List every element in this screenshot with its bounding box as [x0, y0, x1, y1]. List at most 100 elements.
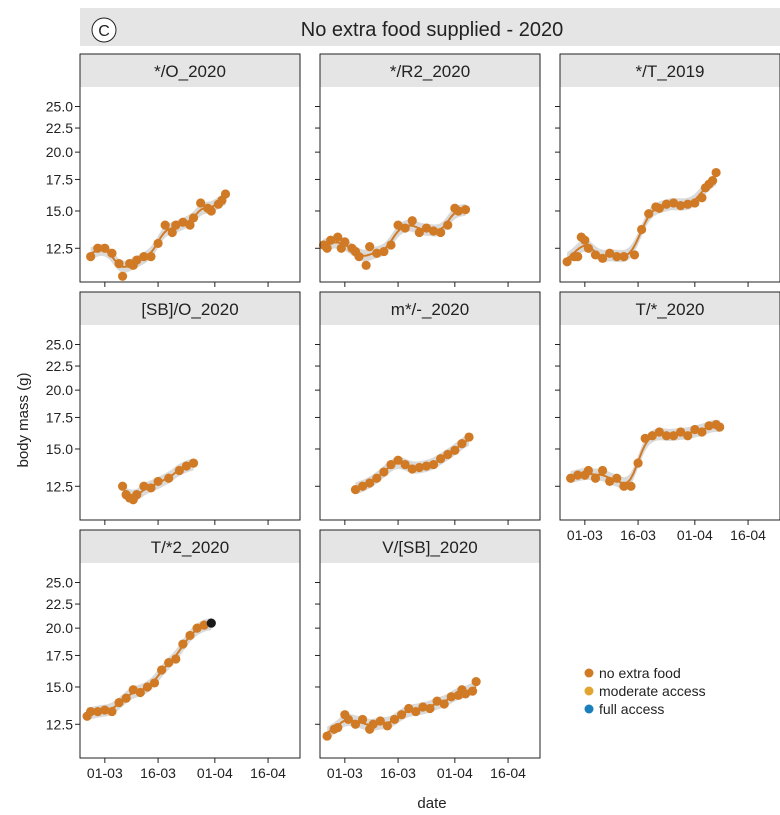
data-point — [467, 686, 478, 696]
data-point — [354, 252, 364, 262]
data-point — [457, 438, 467, 449]
data-point — [322, 243, 332, 253]
data-point — [566, 473, 576, 483]
y-tick-label: 22.5 — [46, 120, 73, 136]
legend-label: moderate access — [599, 683, 706, 699]
y-tick-label: 12.5 — [46, 478, 73, 494]
data-point — [128, 685, 138, 695]
panel-title: */R2_2020 — [390, 62, 470, 81]
data-point — [629, 250, 640, 260]
data-point — [132, 255, 142, 265]
panel-title: T/*2_2020 — [151, 538, 229, 557]
data-point — [676, 427, 686, 437]
data-point — [460, 689, 471, 699]
data-point — [668, 198, 679, 208]
y-tick-label: 22.5 — [46, 358, 73, 374]
panel-frame — [79, 53, 301, 283]
x-tick-label: 01-03 — [327, 765, 363, 781]
data-point — [100, 705, 110, 715]
x-tick-label: 01-04 — [677, 527, 713, 543]
data-point — [93, 243, 103, 253]
data-point — [139, 481, 149, 491]
data-point — [436, 227, 446, 238]
data-point — [418, 702, 428, 712]
data-point — [333, 232, 343, 242]
data-point — [583, 465, 593, 476]
data-point — [450, 445, 460, 455]
data-point — [640, 433, 650, 443]
data-point — [365, 242, 375, 252]
data-point — [573, 252, 583, 262]
data-point — [350, 484, 361, 495]
data-point — [637, 224, 647, 235]
panel-title: V/[SB]_2020 — [382, 538, 477, 557]
panel-6: T/*_2020 01-03 16-03 01-04 16-04 — [555, 291, 780, 543]
y-tick-label: 17.5 — [46, 409, 73, 425]
panel-letter-circle — [91, 17, 117, 43]
data-point — [181, 461, 192, 471]
data-point — [93, 706, 103, 717]
data-point — [178, 217, 188, 227]
data-point — [157, 665, 167, 675]
confidence-ribbon — [90, 192, 226, 273]
data-point — [220, 189, 231, 199]
data-point — [178, 639, 188, 649]
x-tick-label: 16-04 — [250, 765, 286, 781]
data-point — [668, 431, 679, 441]
data-point — [690, 198, 700, 208]
data-point — [185, 220, 195, 230]
panel-frame — [319, 291, 541, 521]
x-tick-label: 16-03 — [620, 527, 656, 543]
data-point — [683, 431, 693, 441]
legend: no extra food moderate access full access — [584, 665, 706, 717]
data-point — [142, 682, 153, 692]
data-point — [171, 654, 181, 664]
y-tick-label: 12.5 — [46, 716, 73, 732]
x-tick-label: 16-03 — [380, 765, 416, 781]
confidence-ribbon — [327, 680, 477, 739]
panel-strip — [320, 54, 540, 87]
panel-title: T/*_2020 — [636, 300, 705, 319]
data-point — [393, 220, 403, 230]
data-point — [425, 703, 435, 714]
data-point — [114, 258, 124, 269]
panel-frame — [79, 529, 301, 759]
data-point — [153, 238, 163, 249]
panel-strip — [80, 292, 300, 325]
data-point — [605, 248, 615, 258]
data-point — [661, 431, 672, 441]
panel-frame — [559, 53, 780, 283]
y-tick-label: 25.0 — [46, 98, 73, 114]
x-tick-label: 16-04 — [730, 527, 766, 543]
panel-strip — [560, 292, 780, 325]
data-point — [333, 722, 343, 733]
data-point — [322, 731, 332, 741]
data-point — [460, 205, 471, 215]
panel-title: [SB]/O_2020 — [141, 300, 238, 319]
data-point — [414, 227, 424, 238]
highlight-point — [206, 618, 216, 628]
data-point — [132, 490, 142, 500]
panel-2: */R2_2020 — [315, 53, 541, 287]
x-tick-label: 01-03 — [87, 765, 123, 781]
data-point — [683, 199, 693, 209]
data-point — [146, 483, 156, 493]
y-tick-label: 15.0 — [46, 203, 73, 219]
data-point — [164, 657, 174, 668]
data-point — [86, 706, 96, 717]
data-point — [612, 473, 622, 483]
data-point — [343, 714, 353, 725]
data-point — [149, 678, 160, 688]
panel-strip — [320, 530, 540, 563]
figure-title-strip — [80, 8, 780, 46]
data-point — [707, 176, 718, 186]
data-point — [404, 703, 414, 714]
panel-title: m*/-_2020 — [391, 300, 469, 319]
panel-strip — [560, 54, 780, 87]
data-point — [379, 467, 389, 477]
y-tick-label: 25.0 — [46, 336, 73, 352]
data-point — [697, 193, 707, 203]
x-tick-label: 01-03 — [567, 527, 603, 543]
data-point — [443, 449, 453, 460]
